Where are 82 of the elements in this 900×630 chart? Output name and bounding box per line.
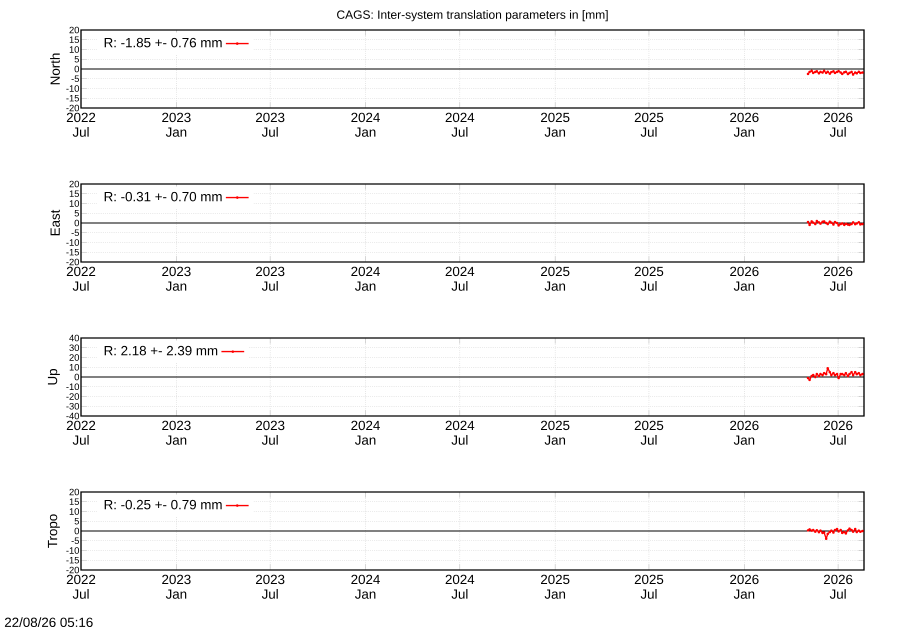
x-tick-label: 2023 Jan bbox=[162, 112, 191, 137]
y-tick-label: -15 bbox=[66, 94, 79, 102]
x-tick-label: 2025 Jul bbox=[634, 266, 664, 291]
x-tick-label: 2026 Jan bbox=[730, 266, 759, 291]
x-tick-label: 2026 Jul bbox=[824, 112, 852, 137]
x-tick-label: 2024 Jan bbox=[351, 574, 380, 599]
x-tick-label: 2022 Jul bbox=[66, 420, 96, 445]
x-tick-label: 2025 Jan bbox=[540, 420, 570, 445]
y-tick-label: 30 bbox=[69, 344, 80, 352]
x-tick-label: 2026 Jul bbox=[824, 266, 852, 291]
y-tick-label: 15 bbox=[70, 36, 79, 43]
y-tick-label: -15 bbox=[66, 248, 79, 256]
x-tick-label: 2024 Jan bbox=[351, 420, 380, 445]
x-tick-label: 2023 Jul bbox=[256, 420, 284, 445]
y-tick-label: 10 bbox=[70, 508, 80, 515]
x-tick-label: 2023 Jan bbox=[162, 420, 191, 445]
y-tick-label: 40 bbox=[69, 334, 80, 342]
legend-label: R: -0.31 +- 0.70 mm bbox=[104, 192, 222, 202]
y-tick-label: 0 bbox=[74, 220, 80, 226]
chart-title: CAGS: Inter-system translation parameters in [mm] bbox=[337, 10, 608, 22]
y-tick-label: 15 bbox=[70, 498, 79, 505]
y-tick-label: -20 bbox=[66, 566, 80, 574]
x-tick-label: 2026 Jul bbox=[824, 574, 852, 599]
y-tick-label: 10 bbox=[70, 364, 80, 371]
x-tick-label: 2022 Jul bbox=[66, 266, 96, 291]
x-tick-label: 2023 Jan bbox=[162, 574, 191, 599]
y-tick-label: -20 bbox=[66, 258, 80, 266]
y-tick-label: 10 bbox=[70, 46, 80, 53]
legend-label: R: -0.25 +- 0.79 mm bbox=[104, 500, 222, 510]
y-tick-label: -10 bbox=[66, 547, 80, 554]
y-tick-label: -5 bbox=[72, 229, 80, 236]
y-tick-label: 20 bbox=[69, 26, 80, 34]
y-tick-label: 10 bbox=[70, 200, 80, 207]
x-tick-label: 2025 Jan bbox=[540, 574, 570, 599]
y-tick-label: -20 bbox=[66, 393, 80, 400]
text: 22/08/26 05:16 bbox=[4, 617, 93, 628]
y-tick-label: 20 bbox=[69, 180, 80, 188]
y-axis-title: East bbox=[50, 210, 60, 236]
y-tick-label: -5 bbox=[72, 75, 80, 82]
x-tick-label: 2026 Jan bbox=[730, 112, 759, 137]
y-tick-label: 5 bbox=[74, 518, 79, 524]
x-tick-label: 2024 Jan bbox=[351, 112, 380, 137]
y-axis-title: Tropo bbox=[48, 514, 60, 548]
y-tick-label: 5 bbox=[74, 210, 80, 216]
x-tick-label: 2025 Jan bbox=[540, 266, 570, 291]
legend-label: R: -1.85 +- 0.76 mm bbox=[104, 38, 222, 48]
y-tick-label: -30 bbox=[66, 402, 80, 410]
x-tick-label: 2023 Jul bbox=[256, 266, 284, 291]
x-tick-label: 2022 Jul bbox=[66, 112, 96, 137]
y-tick-label: -10 bbox=[66, 383, 80, 390]
x-tick-label: 2025 Jul bbox=[634, 112, 664, 137]
y-tick-label: -10 bbox=[66, 239, 80, 246]
x-tick-label: 2024 Jul bbox=[446, 574, 474, 599]
x-tick-label: 2025 Jan bbox=[540, 112, 570, 137]
y-tick-label: 5 bbox=[74, 56, 80, 62]
y-tick-label: 0 bbox=[74, 374, 80, 380]
x-tick-label: 2026 Jan bbox=[730, 420, 759, 445]
x-tick-label: 2024 Jul bbox=[446, 112, 474, 137]
y-axis-title: North bbox=[50, 54, 60, 84]
x-tick-label: 2024 Jul bbox=[446, 266, 474, 291]
legend-label: R: 2.18 +- 2.39 mm bbox=[104, 346, 218, 356]
x-tick-label: 2024 Jul bbox=[446, 420, 474, 445]
x-tick-label: 2025 Jul bbox=[634, 574, 664, 599]
x-tick-label: 2023 Jul bbox=[256, 574, 284, 599]
y-tick-label: 15 bbox=[70, 190, 79, 197]
y-tick-label: -40 bbox=[66, 412, 80, 420]
x-tick-label: 2026 Jan bbox=[730, 574, 759, 599]
x-tick-label: 2024 Jan bbox=[351, 266, 380, 291]
y-tick-label: -5 bbox=[72, 537, 80, 544]
x-tick-label: 2025 Jul bbox=[634, 420, 664, 445]
y-tick-label: 20 bbox=[69, 488, 80, 496]
x-tick-label: 2022 Jul bbox=[66, 574, 96, 599]
y-tick-label: -15 bbox=[66, 556, 79, 564]
x-tick-label: 2023 Jul bbox=[256, 112, 284, 137]
y-tick-label: -20 bbox=[66, 104, 80, 112]
y-axis-title: Up bbox=[48, 369, 60, 384]
x-tick-label: 2026 Jul bbox=[824, 420, 852, 445]
y-tick-label: -10 bbox=[66, 85, 80, 92]
x-tick-label: 2023 Jan bbox=[162, 266, 191, 291]
y-tick-label: 0 bbox=[74, 66, 80, 72]
y-tick-label: 0 bbox=[74, 528, 80, 534]
y-tick-label: 20 bbox=[69, 354, 80, 361]
